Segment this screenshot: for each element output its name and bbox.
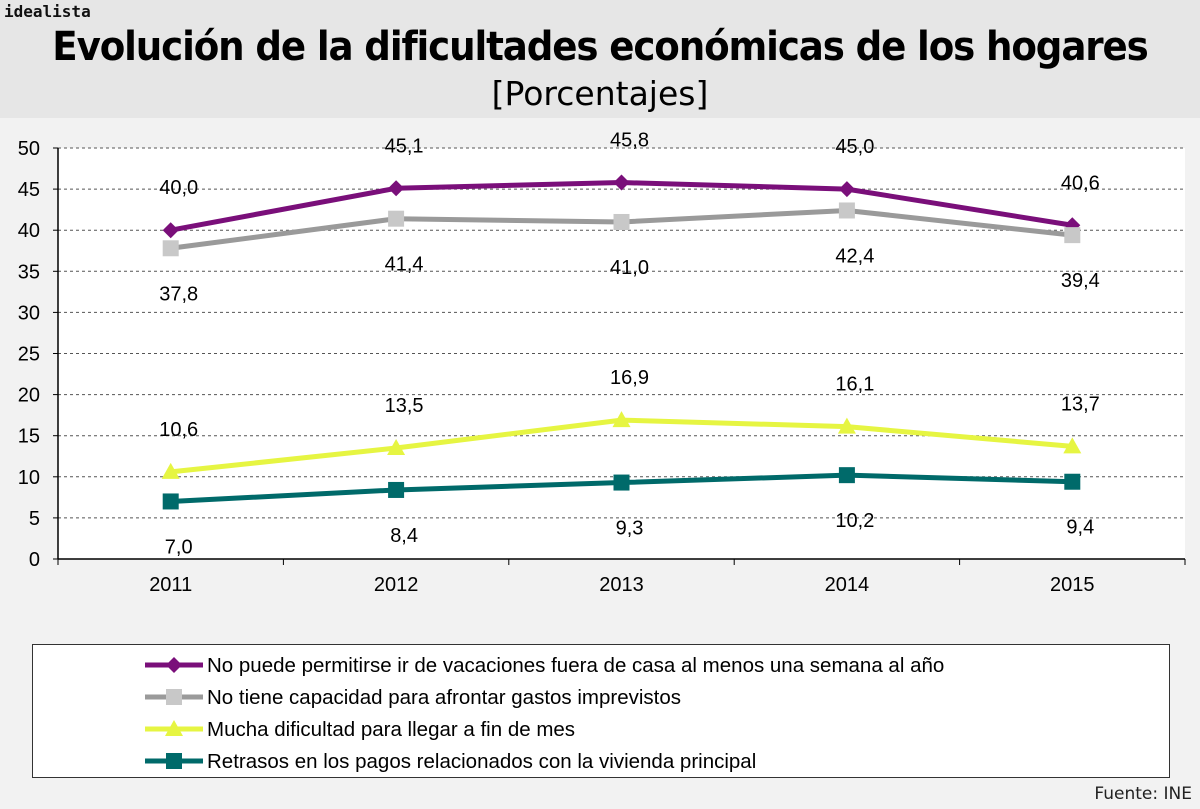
y-tick-label: 15 — [18, 426, 40, 448]
data-label: 40,0 — [159, 177, 198, 199]
legend-label: Mucha dificultad para llegar a fin de me… — [207, 718, 576, 741]
data-label: 7,0 — [165, 536, 193, 558]
x-tick-label: 2014 — [825, 574, 870, 596]
chart-subtitle: [Porcentajes] — [491, 74, 709, 113]
data-label: 13,7 — [1061, 393, 1100, 415]
source-note: Fuente: INE — [1094, 784, 1192, 804]
brand-logo: idealista — [4, 2, 91, 21]
legend-marker — [165, 720, 183, 736]
legend-marker — [166, 657, 182, 673]
data-point — [612, 411, 631, 428]
data-point — [838, 202, 855, 219]
data-label: 10,2 — [835, 510, 874, 532]
data-label: 39,4 — [1061, 270, 1100, 292]
data-point — [388, 481, 405, 498]
legend-label: No puede permitirse ir de vacaciones fue… — [207, 654, 945, 677]
data-point — [387, 439, 406, 456]
series-0: 40,0 45,1 45,8 45,0 40,6 — [159, 130, 1100, 239]
data-point — [1063, 437, 1082, 454]
y-tick-label: 40 — [18, 220, 40, 242]
data-label: 42,4 — [835, 245, 874, 267]
legend-swatch-gastos — [145, 689, 203, 705]
data-point — [613, 174, 630, 191]
y-tick-label: 20 — [18, 385, 40, 407]
legend-swatch-fin-de-mes — [145, 720, 203, 736]
data-label: 45,8 — [610, 130, 649, 152]
data-label: 41,0 — [610, 257, 649, 279]
data-point — [837, 417, 856, 434]
series-3: 7,0 8,4 9,3 10,2 9,4 — [162, 467, 1094, 558]
series-1: 37,8 41,4 41,0 42,4 39,4 — [159, 202, 1100, 305]
data-point — [613, 213, 630, 230]
data-label: 40,6 — [1061, 172, 1100, 194]
data-point — [162, 493, 179, 510]
legend-label: Retrasos en los pagos relacionados con l… — [207, 750, 757, 773]
y-tick-label: 25 — [18, 344, 40, 366]
line-chart: 0 5 10 15 20 25 30 35 40 45 50 2011 2012 2013 2014 2015… — [18, 130, 1186, 596]
x-tick-label: 2011 — [149, 574, 192, 596]
y-tick-label: 5 — [29, 508, 40, 530]
legend-swatch-vacaciones — [145, 657, 203, 673]
data-point — [1064, 473, 1081, 490]
x-tick-label: 2015 — [1050, 574, 1095, 596]
y-tick-label: 35 — [18, 261, 40, 283]
data-label: 9,4 — [1066, 517, 1094, 539]
data-label: 41,4 — [385, 254, 424, 276]
series-2: 10,6 13,5 16,9 16,1 13,7 — [159, 367, 1100, 479]
x-tick-label: 2013 — [599, 574, 644, 596]
data-point — [613, 474, 630, 491]
data-label: 16,9 — [610, 367, 649, 389]
header: idealista Evolución de la dificultades e… — [0, 0, 1200, 118]
data-point — [1064, 217, 1081, 234]
legend-marker — [166, 753, 182, 769]
y-tick-label: 50 — [18, 138, 40, 160]
y-tick-label: 45 — [18, 179, 40, 201]
data-point — [388, 210, 405, 227]
data-point — [388, 180, 405, 197]
data-label: 45,0 — [835, 136, 874, 158]
data-label: 37,8 — [159, 283, 198, 305]
legend-label: No tiene capacidad para afrontar gastos … — [207, 686, 682, 709]
data-point — [162, 240, 179, 257]
data-label: 10,6 — [159, 419, 198, 441]
data-label: 45,1 — [385, 135, 424, 157]
legend-swatch-retrasos — [145, 753, 203, 769]
x-tick-label: 2012 — [374, 574, 419, 596]
y-tick-label: 0 — [29, 549, 40, 571]
data-label: 16,1 — [835, 374, 874, 396]
data-point — [838, 467, 855, 484]
data-point — [162, 222, 179, 239]
data-label: 13,5 — [385, 395, 424, 417]
data-point — [161, 462, 180, 479]
data-point — [1064, 227, 1081, 244]
legend: No puede permitirse ir de vacaciones fue… — [32, 644, 1170, 778]
legend-marker — [166, 689, 182, 705]
data-label: 9,3 — [616, 518, 644, 540]
y-tick-label: 30 — [18, 302, 40, 324]
data-label: 8,4 — [390, 525, 418, 547]
chart-title: Evolución de la dificultades económicas … — [52, 24, 1148, 70]
data-point — [838, 181, 855, 198]
y-tick-label: 10 — [18, 467, 40, 489]
